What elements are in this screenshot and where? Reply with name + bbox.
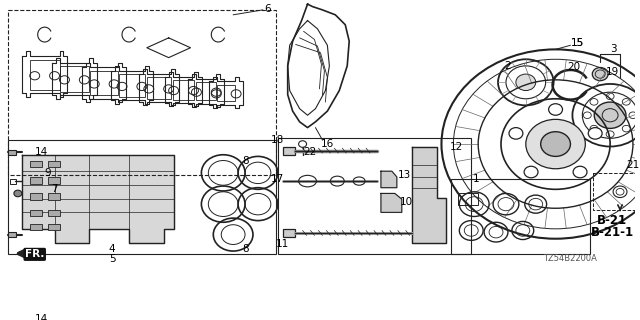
Circle shape (588, 128, 602, 139)
Circle shape (524, 166, 538, 178)
Text: 6: 6 (264, 4, 271, 14)
Bar (173, 80, 195, 100)
Text: 4: 4 (109, 244, 115, 253)
Circle shape (14, 190, 22, 197)
Bar (30, 194, 42, 200)
Bar (60, 66, 90, 92)
Text: 17: 17 (271, 174, 284, 184)
Circle shape (592, 68, 608, 81)
Text: FR.: FR. (25, 249, 44, 259)
Polygon shape (412, 147, 447, 243)
Text: 22: 22 (303, 147, 316, 157)
Bar (217, 85, 235, 101)
Bar (458, 194, 478, 205)
Bar (119, 74, 145, 97)
Text: 10: 10 (400, 197, 413, 207)
Text: 12: 12 (450, 141, 463, 152)
Text: 16: 16 (321, 139, 334, 149)
Bar (30, 161, 42, 167)
Text: 8: 8 (243, 244, 250, 253)
Text: 8: 8 (243, 156, 250, 165)
Bar (593, 173, 640, 210)
Bar (47, 210, 60, 217)
Bar (8, 140, 276, 253)
Text: TZ54B2200A: TZ54B2200A (543, 254, 597, 263)
Circle shape (595, 102, 626, 128)
Bar (8, 150, 16, 155)
Text: 11: 11 (276, 239, 289, 249)
Text: 7: 7 (51, 184, 58, 194)
Circle shape (509, 128, 523, 139)
Text: B-21-1: B-21-1 (591, 226, 634, 239)
Bar (283, 229, 294, 237)
Text: 3: 3 (610, 44, 616, 54)
Text: B-21: B-21 (597, 214, 627, 227)
Circle shape (516, 74, 536, 91)
Bar (90, 71, 118, 95)
Bar (47, 161, 60, 167)
Bar (47, 194, 60, 200)
Polygon shape (381, 194, 402, 212)
Bar (196, 82, 216, 100)
Text: 13: 13 (398, 170, 412, 180)
Bar (283, 147, 294, 155)
Bar (451, 180, 590, 253)
Bar (278, 138, 471, 253)
Bar (30, 224, 42, 230)
Bar (30, 177, 42, 184)
Text: 9: 9 (44, 168, 51, 178)
Circle shape (526, 119, 586, 169)
Bar (8, 10, 276, 174)
Text: 15: 15 (571, 38, 584, 48)
Text: 14: 14 (35, 314, 48, 320)
Text: 19: 19 (605, 68, 619, 77)
Text: 18: 18 (271, 135, 284, 145)
Text: 1: 1 (473, 174, 479, 184)
Circle shape (548, 104, 563, 115)
Text: 5: 5 (109, 254, 115, 264)
Bar (30, 60, 60, 90)
Polygon shape (22, 155, 173, 243)
Text: 20: 20 (567, 62, 580, 73)
Text: 15: 15 (571, 38, 584, 48)
Polygon shape (381, 171, 397, 188)
Circle shape (573, 166, 587, 178)
Text: 2: 2 (504, 61, 511, 71)
Bar (30, 210, 42, 217)
Text: 21: 21 (627, 160, 639, 170)
Bar (47, 177, 60, 184)
Bar (47, 224, 60, 230)
Bar (8, 232, 16, 237)
Circle shape (541, 132, 570, 156)
Bar (147, 77, 171, 99)
Text: 14: 14 (35, 147, 48, 157)
Bar (10, 179, 16, 184)
